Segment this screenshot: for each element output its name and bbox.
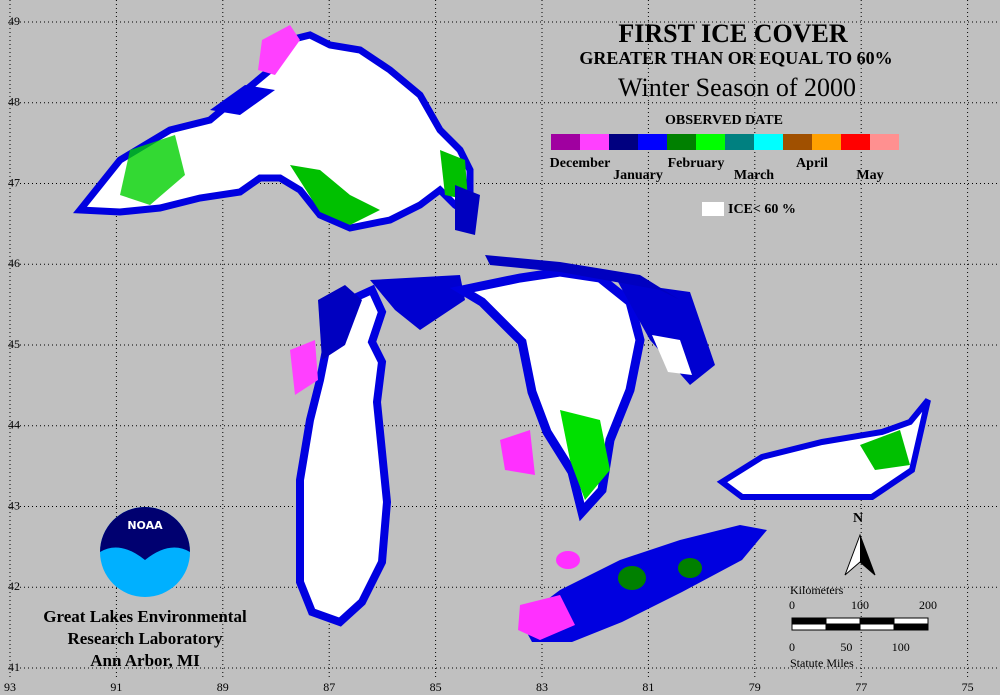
lon-label: 79 [749, 680, 761, 694]
lat-label: 41 [8, 660, 20, 674]
subtitle: GREATER THAN OR EQUAL TO 60% [579, 48, 892, 68]
lat-label: 46 [8, 256, 20, 270]
title: FIRST ICE COVER [618, 19, 847, 48]
legend-title: OBSERVED DATE [665, 113, 783, 128]
lat-label: 42 [8, 579, 20, 593]
legend-swatch [812, 134, 841, 150]
org-line: Ann Arbor, MI [90, 651, 200, 670]
lat-label: 45 [8, 337, 20, 351]
ice-swatch [702, 202, 724, 216]
scale-tick: 200 [919, 598, 937, 612]
scale-tick: 100 [892, 640, 910, 654]
logo-text: NOAA [127, 519, 163, 532]
org-line: Research Laboratory [67, 629, 223, 648]
logo-top [100, 507, 190, 560]
legend-month: March [734, 168, 774, 183]
legend-swatch [667, 134, 696, 150]
ice-band [678, 558, 702, 578]
ice-band [860, 430, 910, 470]
lon-label: 91 [110, 680, 122, 694]
lon-label: 83 [536, 680, 548, 694]
lon-label: 87 [323, 680, 335, 694]
ice-band [370, 275, 465, 330]
north-arrow: N [844, 511, 876, 576]
legend-swatch [783, 134, 812, 150]
lakes [72, 25, 931, 642]
legend-swatch [580, 134, 609, 150]
scale-seg [893, 623, 929, 631]
ice-band [455, 185, 480, 235]
lat-label: 43 [8, 498, 20, 512]
scale-tick: 50 [840, 640, 852, 654]
lon-label: 85 [430, 680, 442, 694]
legend-month: February [668, 156, 725, 171]
scale-seg [791, 617, 827, 625]
legend-swatch [551, 134, 580, 150]
lat-label: 48 [8, 95, 20, 109]
lake-st-clair [556, 551, 580, 569]
lon-label: 77 [855, 680, 867, 694]
lon-label: 75 [962, 680, 974, 694]
georgian-bay [618, 282, 715, 385]
lat-label: 47 [8, 175, 20, 189]
legend-month: April [796, 156, 828, 171]
scale-tick: 0 [789, 640, 795, 654]
lake-ontario [716, 398, 931, 500]
scale-seg [825, 623, 861, 631]
scale-seg [859, 623, 895, 631]
lon-label: 89 [217, 680, 229, 694]
lat-label: 44 [8, 418, 20, 432]
legend-swatch [725, 134, 754, 150]
lon-label: 93 [4, 680, 16, 694]
ice-free [652, 335, 692, 375]
lat-label: 49 [8, 14, 20, 28]
scale-tick: 0 [789, 598, 795, 612]
legend-swatch [841, 134, 870, 150]
ice-band [290, 165, 380, 225]
scale-tick: 100 [851, 598, 869, 612]
legend-month: May [856, 168, 883, 183]
noaa-logo: NOAA [100, 507, 190, 597]
scale-seg [859, 617, 895, 625]
season: Winter Season of 2000 [618, 73, 856, 102]
legend-swatch [754, 134, 783, 150]
ice-band [120, 135, 185, 205]
scale-seg [893, 617, 929, 625]
ice-band [318, 285, 362, 360]
scale-mi-label: Statute Miles [790, 656, 854, 670]
ice-band [485, 255, 680, 300]
legend-month: December [550, 156, 611, 171]
org-line: Great Lakes Environmental [43, 607, 247, 626]
ice-band [210, 85, 275, 115]
ice-band [290, 340, 318, 395]
legend-swatch [609, 134, 638, 150]
scale-seg [825, 617, 861, 625]
scale-seg [791, 623, 827, 631]
ice-band [560, 410, 610, 500]
legend-swatch [696, 134, 725, 150]
legend-swatch [638, 134, 667, 150]
north-arrow-shade [860, 535, 875, 575]
lon-label: 81 [642, 680, 654, 694]
legend-month: January [613, 168, 663, 183]
ice-band [500, 430, 535, 475]
ice-label: ICE< 60 % [728, 202, 796, 217]
ice-band [258, 25, 300, 75]
north-label: N [853, 511, 863, 526]
scale-km-label: Kilometers [790, 583, 844, 597]
ice-band [618, 566, 646, 590]
ice-band [518, 595, 575, 640]
legend-swatch [870, 134, 899, 150]
